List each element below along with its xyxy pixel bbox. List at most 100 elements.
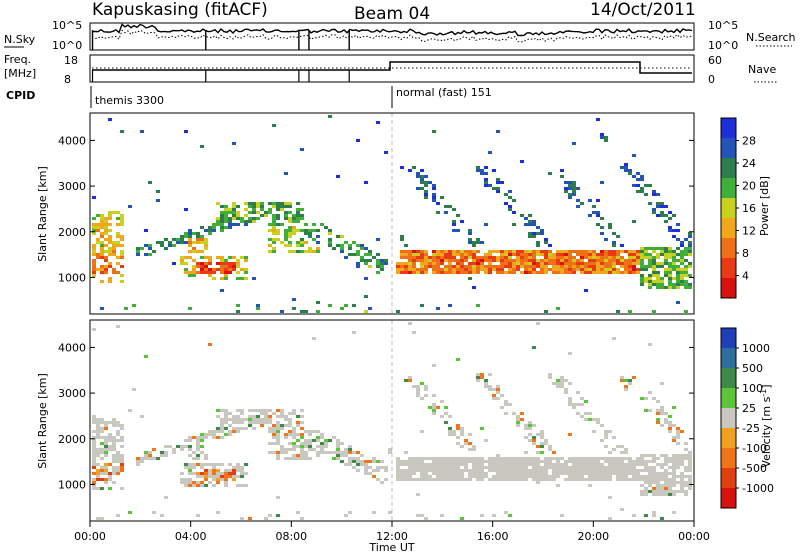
heatmap-cell (600, 253, 604, 256)
cpid-row: CPID themis 3300 normal (fast) 151 (6, 86, 492, 108)
heatmap-cell (504, 400, 508, 403)
heatmap-cell (532, 253, 536, 256)
heatmap-cell (688, 469, 692, 472)
heatmap-cell (432, 469, 436, 472)
heatmap-cell (564, 262, 568, 265)
heatmap-cell (420, 457, 424, 460)
heatmap-cell (240, 466, 244, 469)
heatmap-cell (480, 172, 484, 175)
heatmap-cell (228, 430, 232, 433)
heatmap-cell (632, 253, 636, 256)
heatmap-cell (660, 382, 664, 385)
heatmap-cell (572, 184, 576, 187)
heatmap-cell (296, 241, 300, 244)
heatmap-cell (472, 469, 476, 472)
heatmap-cell (588, 469, 592, 472)
heatmap-cell (92, 223, 96, 226)
heatmap-cell (644, 247, 648, 250)
heatmap-cell (252, 220, 256, 223)
heatmap-cell (92, 217, 96, 220)
heatmap-cell (188, 463, 192, 466)
heatmap-cell (92, 460, 96, 463)
heatmap-cell (584, 418, 588, 421)
heatmap-cell (640, 259, 644, 262)
heatmap-cell (196, 472, 200, 475)
heatmap-cell (632, 475, 636, 478)
heatmap-cell (112, 250, 116, 253)
heatmap-cell (92, 421, 96, 424)
heatmap-cell (336, 451, 340, 454)
heatmap-cell (356, 244, 360, 247)
heatmap-cell (408, 478, 412, 481)
heatmap-cell (580, 253, 584, 256)
heatmap-cell (120, 130, 124, 133)
heatmap-cell (184, 463, 188, 466)
heatmap-cell (104, 259, 108, 262)
heatmap-cell (272, 229, 276, 232)
heatmap-cell (92, 418, 96, 421)
heatmap-cell (108, 277, 112, 280)
heatmap-cell (644, 253, 648, 256)
heatmap-cell (284, 418, 288, 421)
heatmap-cell (432, 463, 436, 466)
heatmap-cell (496, 391, 500, 394)
heatmap-cell (656, 202, 660, 205)
heatmap-cell (412, 268, 416, 271)
heatmap-cell (552, 259, 556, 262)
heatmap-cell (668, 256, 672, 259)
heatmap-cell (424, 478, 428, 481)
heatmap-cell (380, 460, 384, 463)
heatmap-cell (664, 220, 668, 223)
heatmap-cell (572, 193, 576, 196)
heatmap-cell (464, 439, 468, 442)
heatmap-cell (188, 256, 192, 259)
heatmap-cell (356, 253, 360, 256)
heatmap-cell (284, 232, 288, 235)
heatmap-cell (348, 445, 352, 448)
y-tick-label: 4000 (58, 341, 86, 354)
heatmap-cell (468, 433, 472, 436)
heatmap-cell (96, 268, 100, 271)
heatmap-cell (316, 229, 320, 232)
heatmap-cell (280, 445, 284, 448)
nave-tick-bottom: 0 (708, 73, 715, 86)
heatmap-cell (340, 250, 344, 253)
heatmap-cell (424, 385, 428, 388)
heatmap-cell (168, 445, 172, 448)
heatmap-cell (336, 445, 340, 448)
heatmap-cell (264, 214, 268, 217)
heatmap-cell (680, 430, 684, 433)
heatmap-cell (336, 457, 340, 460)
heatmap-cell (612, 250, 616, 253)
heatmap-cell (544, 466, 548, 469)
heatmap-cell (444, 271, 448, 274)
x-tick-label: 08:00 (275, 530, 307, 543)
heatmap-cell (560, 250, 564, 253)
heatmap-cell (104, 256, 108, 259)
heatmap-cell (684, 457, 688, 460)
heatmap-cell (676, 223, 680, 226)
heatmap-cell (604, 259, 608, 262)
heatmap-cell (484, 385, 488, 388)
heatmap-cell (528, 433, 532, 436)
heatmap-cell (660, 472, 664, 475)
heatmap-cell (512, 262, 516, 265)
heatmap-cell (600, 250, 604, 253)
heatmap-cell (136, 250, 140, 253)
heatmap-cell (236, 475, 240, 478)
heatmap-cell (608, 226, 612, 229)
heatmap-cell (220, 409, 224, 412)
heatmap-cell (492, 475, 496, 478)
heatmap-cell (552, 475, 556, 478)
heatmap-cell (224, 211, 228, 214)
heatmap-cell (496, 478, 500, 481)
colorbar-swatch (721, 468, 736, 489)
heatmap-cell (576, 262, 580, 265)
heatmap-cell (260, 202, 264, 205)
heatmap-cell (556, 385, 560, 388)
heatmap-cell (480, 376, 484, 379)
heatmap-cell (352, 253, 356, 256)
heatmap-cell (664, 484, 668, 487)
heatmap-cell (648, 466, 652, 469)
